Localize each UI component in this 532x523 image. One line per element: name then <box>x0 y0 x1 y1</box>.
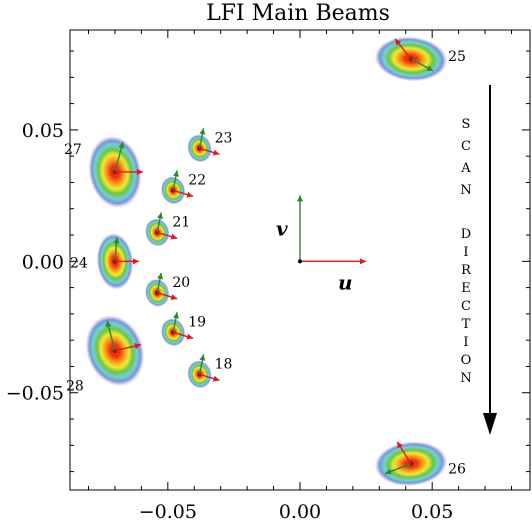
beam-green-arrow <box>156 272 164 293</box>
beam-20: 20 <box>145 272 190 307</box>
beam-green-arrow <box>198 128 206 149</box>
scan-letter: C <box>461 299 471 314</box>
beam-green-arrow <box>172 312 179 333</box>
scan-letter: I <box>463 335 468 350</box>
beam-red-arrow <box>199 147 220 156</box>
beam-green-arrow-head <box>118 141 125 149</box>
beam-green-arrow-head <box>199 354 206 361</box>
scan-direction-arrow-head <box>483 413 497 435</box>
beam-green-arrow <box>114 141 125 173</box>
u-axis-arrow <box>300 258 366 265</box>
v-axis-arrow-head <box>297 195 303 202</box>
u-axis-label: u <box>338 270 353 294</box>
beam-label: 23 <box>215 130 233 146</box>
beam-green-arrow-head <box>172 170 179 177</box>
beam-green-arrow <box>172 170 179 191</box>
beam-red-arrow-head <box>132 258 139 265</box>
beam-red-arrow <box>157 292 178 301</box>
x-tick-label: 0.00 <box>279 501 321 523</box>
v-axis-label: v <box>276 216 288 240</box>
beam-27: 27 <box>64 136 143 208</box>
beam-red-arrow-head <box>134 343 141 349</box>
uv-axes: u v <box>276 195 366 294</box>
beam-green-arrow-head <box>172 312 179 319</box>
beam-green-arrow <box>156 212 164 233</box>
v-axis-arrow <box>297 195 303 262</box>
beam-green-arrow <box>105 320 116 351</box>
scan-letter: A <box>460 161 471 176</box>
beam-label: 27 <box>64 142 82 158</box>
scan-letter: S <box>462 117 471 132</box>
beam-layer: 18 19 20 21 22 23 24 25 26 27 28 <box>64 36 466 486</box>
beam-label: 28 <box>66 379 84 395</box>
beam-red-arrow <box>114 258 139 265</box>
scan-letter: N <box>460 371 471 386</box>
y-tick-label: 0.05 <box>22 120 64 142</box>
scan-letter: D <box>461 227 471 242</box>
chart-title: LFI Main Beams <box>206 1 390 26</box>
beam-label: 19 <box>188 314 206 330</box>
y-tick-label: −0.05 <box>6 383 64 405</box>
beam-label: 26 <box>448 462 466 478</box>
beam-label: 20 <box>172 275 190 291</box>
scan-letter: E <box>461 281 471 296</box>
scan-letter: I <box>463 245 468 260</box>
beam-red-arrow <box>394 38 412 60</box>
beam-label: 22 <box>188 172 206 188</box>
beam-green-arrow-head <box>105 320 112 328</box>
origin-dot <box>298 259 302 264</box>
beam-red-arrow-head <box>170 233 178 240</box>
beam-green-arrow <box>410 58 434 72</box>
scan-letter: T <box>462 317 471 332</box>
beam-green-arrow-head <box>157 212 164 219</box>
beam-red-arrow-head <box>186 191 194 198</box>
x-tick-label: 0.05 <box>411 501 453 523</box>
beam-red-arrow <box>114 168 143 175</box>
beam-red-arrow-head <box>186 333 194 340</box>
beam-green-arrow-head <box>157 272 164 280</box>
beam-red-arrow-head <box>136 168 143 175</box>
beam-red-arrow <box>396 441 412 465</box>
beam-red-arrow-head <box>212 149 220 156</box>
beam-green-arrow-head <box>385 468 392 475</box>
axis-ticks: −0.05 0.00 0.05 −0.05 0.00 0.05 <box>6 30 530 523</box>
beam-red-arrow <box>172 331 194 340</box>
x-tick-label: −0.05 <box>139 501 197 523</box>
beam-green-arrow <box>198 354 206 375</box>
scan-letter: N <box>460 183 471 198</box>
beam-red-arrow-head <box>170 294 178 301</box>
beam-label: 21 <box>172 214 190 230</box>
scan-letter: O <box>461 353 472 368</box>
beam-green-arrow <box>384 463 412 475</box>
beam-green-arrow-head <box>426 65 434 71</box>
beam-red-arrow-head <box>395 38 402 46</box>
beam-green-arrow-head <box>113 237 120 244</box>
beam-25: 25 <box>375 36 466 82</box>
scan-letter: C <box>461 139 471 154</box>
beam-19: 19 <box>160 312 206 347</box>
beam-18: 18 <box>187 354 233 389</box>
beam-28: 28 <box>66 315 144 395</box>
beam-label: 25 <box>448 49 466 65</box>
scan-letter: R <box>461 263 472 278</box>
beam-green-arrow-head <box>199 128 206 135</box>
u-axis-arrow-head <box>360 258 366 265</box>
beam-red-arrow-head <box>212 375 220 382</box>
beam-21: 21 <box>145 212 190 247</box>
beam-red-arrow <box>199 373 220 382</box>
beam-red-arrow <box>114 343 142 352</box>
beam-red-arrow <box>172 189 194 198</box>
beam-label: 24 <box>70 255 88 271</box>
beam-label: 18 <box>215 356 233 372</box>
beam-22: 22 <box>160 170 206 205</box>
beam-23: 23 <box>187 128 233 163</box>
beam-26: 26 <box>375 441 466 486</box>
y-tick-label: 0.00 <box>22 251 64 273</box>
beam-green-arrow <box>113 237 120 262</box>
beam-red-arrow <box>157 231 178 240</box>
beam-red-arrow-head <box>397 441 403 449</box>
beam-24: 24 <box>70 233 139 290</box>
